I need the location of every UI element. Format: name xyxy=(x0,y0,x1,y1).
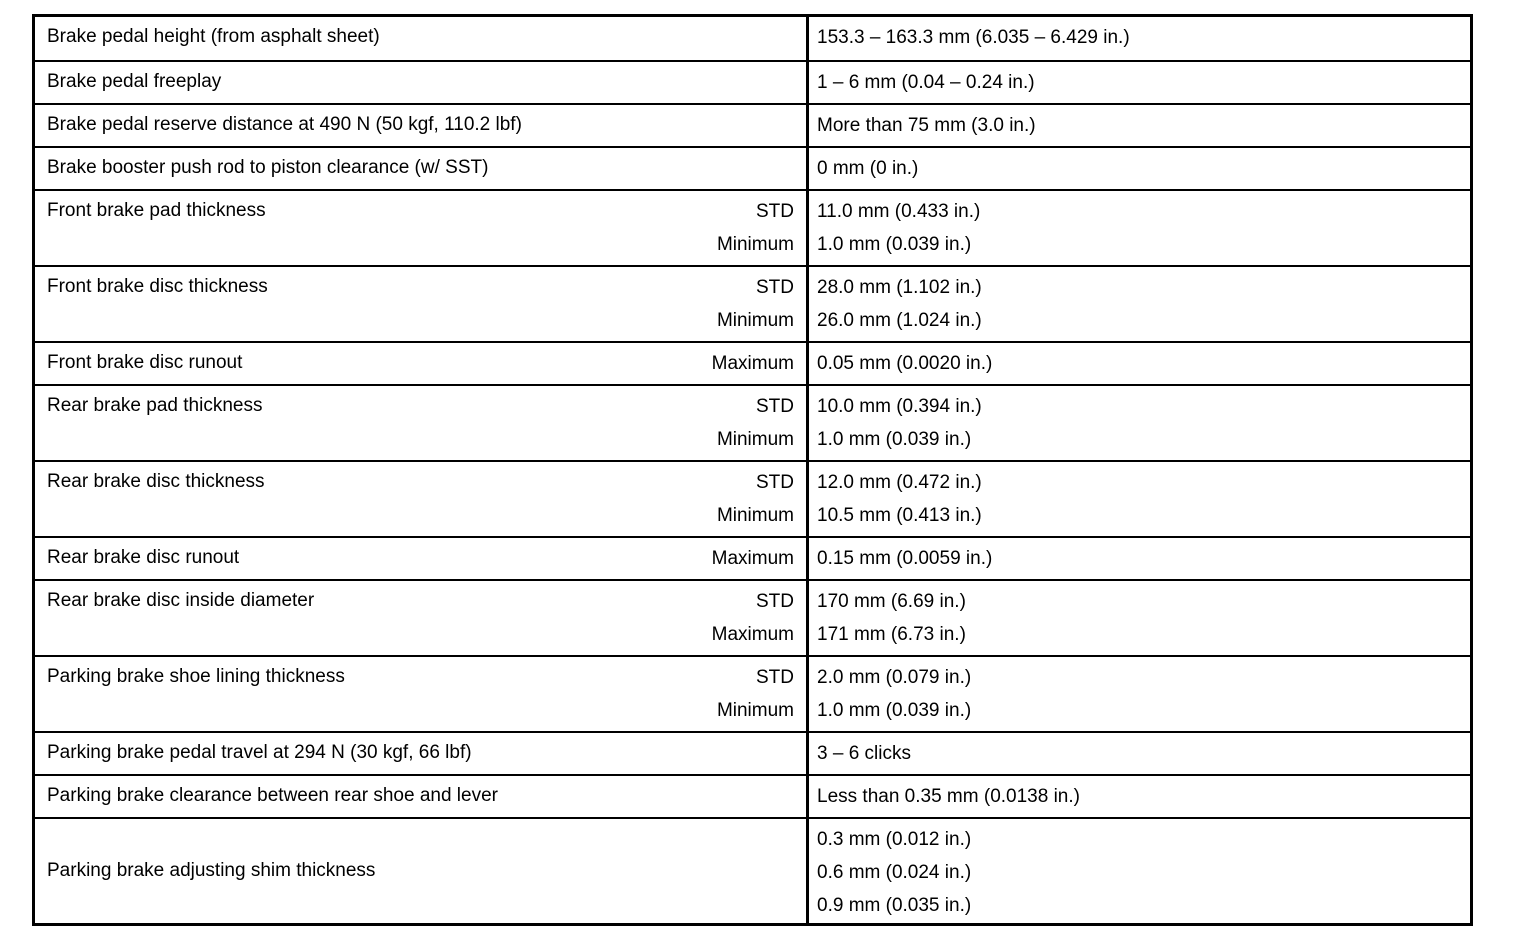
item-cell: Brake booster push rod to piston clearan… xyxy=(35,148,809,189)
table-row: Rear brake disc inside diameter STD Maximu… xyxy=(35,579,1470,655)
value-cell: More than 75 mm (3.0 in.) xyxy=(809,105,1470,146)
table-row: Brake pedal freeplay 1 – 6 mm (0.04 – 0.2… xyxy=(35,60,1470,103)
value-cell: 3 – 6 clicks xyxy=(809,733,1470,774)
qualifier-label: STD xyxy=(756,201,794,222)
item-label: Rear brake disc thickness xyxy=(47,471,265,492)
table-row: Rear brake disc thickness STD Minimum 12.0 … xyxy=(35,460,1470,536)
item-label: Front brake pad thickness xyxy=(47,200,266,221)
table-row: Front brake pad thickness STD Minimum 11.0 … xyxy=(35,189,1470,265)
table-row: Rear brake pad thickness STD Minimum 10.0 m… xyxy=(35,384,1470,460)
item-label: Parking brake shoe lining thickness xyxy=(47,666,345,687)
value-cell: 10.0 mm (0.394 in.) 1.0 mm (0.039 in.) xyxy=(809,386,1470,460)
spec-value: 0.3 mm (0.012 in.) xyxy=(817,829,972,850)
item-cell: Parking brake shoe lining thickness STD Mi… xyxy=(35,657,809,731)
qualifier-label: STD xyxy=(756,667,794,688)
qualifier-label: STD xyxy=(756,591,794,612)
item-label: Parking brake pedal travel at 294 N (30 … xyxy=(47,742,472,763)
spec-value: 0 mm (0 in.) xyxy=(817,158,919,179)
item-label: Brake pedal height (from asphalt sheet) xyxy=(47,26,380,47)
item-label: Brake pedal reserve distance at 490 N (5… xyxy=(47,114,522,135)
value-cell: 0.3 mm (0.012 in.) 0.6 mm (0.024 in.) 0.9 … xyxy=(809,819,1470,923)
item-cell: Brake pedal height (from asphalt sheet) xyxy=(35,17,809,60)
value-cell: 0.15 mm (0.0059 in.) xyxy=(809,538,1470,579)
item-cell: Parking brake pedal travel at 294 N (30 … xyxy=(35,733,809,774)
table-row: Parking brake clearance between rear sho… xyxy=(35,774,1470,817)
table-row: Brake booster push rod to piston clearan… xyxy=(35,146,1470,189)
table-row: Parking brake adjusting shim thickness 0.… xyxy=(35,817,1470,923)
qualifier-label: Maximum xyxy=(711,624,794,645)
table-row: Brake pedal height (from asphalt sheet) 1… xyxy=(35,17,1470,60)
item-cell: Brake pedal freeplay xyxy=(35,62,809,103)
table-row: Front brake disc thickness STD Minimum 28.0… xyxy=(35,265,1470,341)
table-row: Front brake disc runout Maximum 0.05 mm (0… xyxy=(35,341,1470,384)
spec-value: 1.0 mm (0.039 in.) xyxy=(817,700,972,721)
item-cell: Parking brake adjusting shim thickness xyxy=(35,819,809,923)
item-cell: Brake pedal reserve distance at 490 N (5… xyxy=(35,105,809,146)
table-row: Parking brake shoe lining thickness STD Mi… xyxy=(35,655,1470,731)
item-label: Parking brake adjusting shim thickness xyxy=(47,860,376,881)
spec-value: 1.0 mm (0.039 in.) xyxy=(817,429,972,450)
value-cell: 2.0 mm (0.079 in.) 1.0 mm (0.039 in.) xyxy=(809,657,1470,731)
spec-value: 3 – 6 clicks xyxy=(817,743,911,764)
spec-value: 1 – 6 mm (0.04 – 0.24 in.) xyxy=(817,72,1035,93)
item-label: Rear brake disc inside diameter xyxy=(47,590,315,611)
spec-value: 26.0 mm (1.024 in.) xyxy=(817,310,982,331)
qualifier-label: Minimum xyxy=(716,700,794,721)
spec-value: 171 mm (6.73 in.) xyxy=(817,624,966,645)
qualifier-label: Maximum xyxy=(711,548,794,569)
spec-value: More than 75 mm (3.0 in.) xyxy=(817,115,1036,136)
value-cell: Less than 0.35 mm (0.0138 in.) xyxy=(809,776,1470,817)
specification-table: Brake pedal height (from asphalt sheet) 1… xyxy=(32,14,1473,926)
value-cell: 170 mm (6.69 in.) 171 mm (6.73 in.) xyxy=(809,581,1470,655)
spec-value: 12.0 mm (0.472 in.) xyxy=(817,472,982,493)
value-cell: 28.0 mm (1.102 in.) 26.0 mm (1.024 in.) xyxy=(809,267,1470,341)
qualifier-label: Minimum xyxy=(716,429,794,450)
item-label: Front brake disc thickness xyxy=(47,276,268,297)
qualifier-label: Maximum xyxy=(711,353,794,374)
spec-value: Less than 0.35 mm (0.0138 in.) xyxy=(817,786,1080,807)
spec-value: 1.0 mm (0.039 in.) xyxy=(817,234,972,255)
spec-value: 28.0 mm (1.102 in.) xyxy=(817,277,982,298)
item-cell: Rear brake disc runout Maximum xyxy=(35,538,809,579)
qualifier-label: Minimum xyxy=(716,234,794,255)
item-cell: Rear brake disc inside diameter STD Maximu… xyxy=(35,581,809,655)
spec-value: 0.05 mm (0.0020 in.) xyxy=(817,353,993,374)
qualifier-label: Minimum xyxy=(716,310,794,331)
qualifier-label: STD xyxy=(756,472,794,493)
item-label: Rear brake disc runout xyxy=(47,547,240,568)
item-label: Rear brake pad thickness xyxy=(47,395,263,416)
value-cell: 11.0 mm (0.433 in.) 1.0 mm (0.039 in.) xyxy=(809,191,1470,265)
spec-value: 10.5 mm (0.413 in.) xyxy=(817,505,982,526)
item-label: Brake pedal freeplay xyxy=(47,71,222,92)
qualifier-label: STD xyxy=(756,396,794,417)
spec-value: 0.6 mm (0.024 in.) xyxy=(817,862,972,883)
value-cell: 153.3 – 163.3 mm (6.035 – 6.429 in.) xyxy=(809,17,1470,60)
item-cell: Parking brake clearance between rear sho… xyxy=(35,776,809,817)
spec-value: 0.9 mm (0.035 in.) xyxy=(817,895,972,916)
table-row: Rear brake disc runout Maximum 0.15 mm (0.… xyxy=(35,536,1470,579)
spec-value: 11.0 mm (0.433 in.) xyxy=(817,201,981,222)
item-label: Brake booster push rod to piston clearan… xyxy=(47,157,489,178)
qualifier-label: Minimum xyxy=(716,505,794,526)
spec-value: 10.0 mm (0.394 in.) xyxy=(817,396,982,417)
spec-value: 0.15 mm (0.0059 in.) xyxy=(817,548,993,569)
value-cell: 0.05 mm (0.0020 in.) xyxy=(809,343,1470,384)
item-cell: Rear brake disc thickness STD Minimum xyxy=(35,462,809,536)
value-cell: 0 mm (0 in.) xyxy=(809,148,1470,189)
item-label: Front brake disc runout xyxy=(47,352,243,373)
spec-value: 2.0 mm (0.079 in.) xyxy=(817,667,972,688)
qualifier-label: STD xyxy=(756,277,794,298)
item-label: Parking brake clearance between rear sho… xyxy=(47,785,498,806)
item-cell: Rear brake pad thickness STD Minimum xyxy=(35,386,809,460)
item-cell: Front brake disc runout Maximum xyxy=(35,343,809,384)
value-cell: 1 – 6 mm (0.04 – 0.24 in.) xyxy=(809,62,1470,103)
spec-value: 170 mm (6.69 in.) xyxy=(817,591,966,612)
table-row: Brake pedal reserve distance at 490 N (5… xyxy=(35,103,1470,146)
item-cell: Front brake disc thickness STD Minimum xyxy=(35,267,809,341)
item-cell: Front brake pad thickness STD Minimum xyxy=(35,191,809,265)
value-cell: 12.0 mm (0.472 in.) 10.5 mm (0.413 in.) xyxy=(809,462,1470,536)
spec-value: 153.3 – 163.3 mm (6.035 – 6.429 in.) xyxy=(817,27,1130,48)
table-row: Parking brake pedal travel at 294 N (30 … xyxy=(35,731,1470,774)
